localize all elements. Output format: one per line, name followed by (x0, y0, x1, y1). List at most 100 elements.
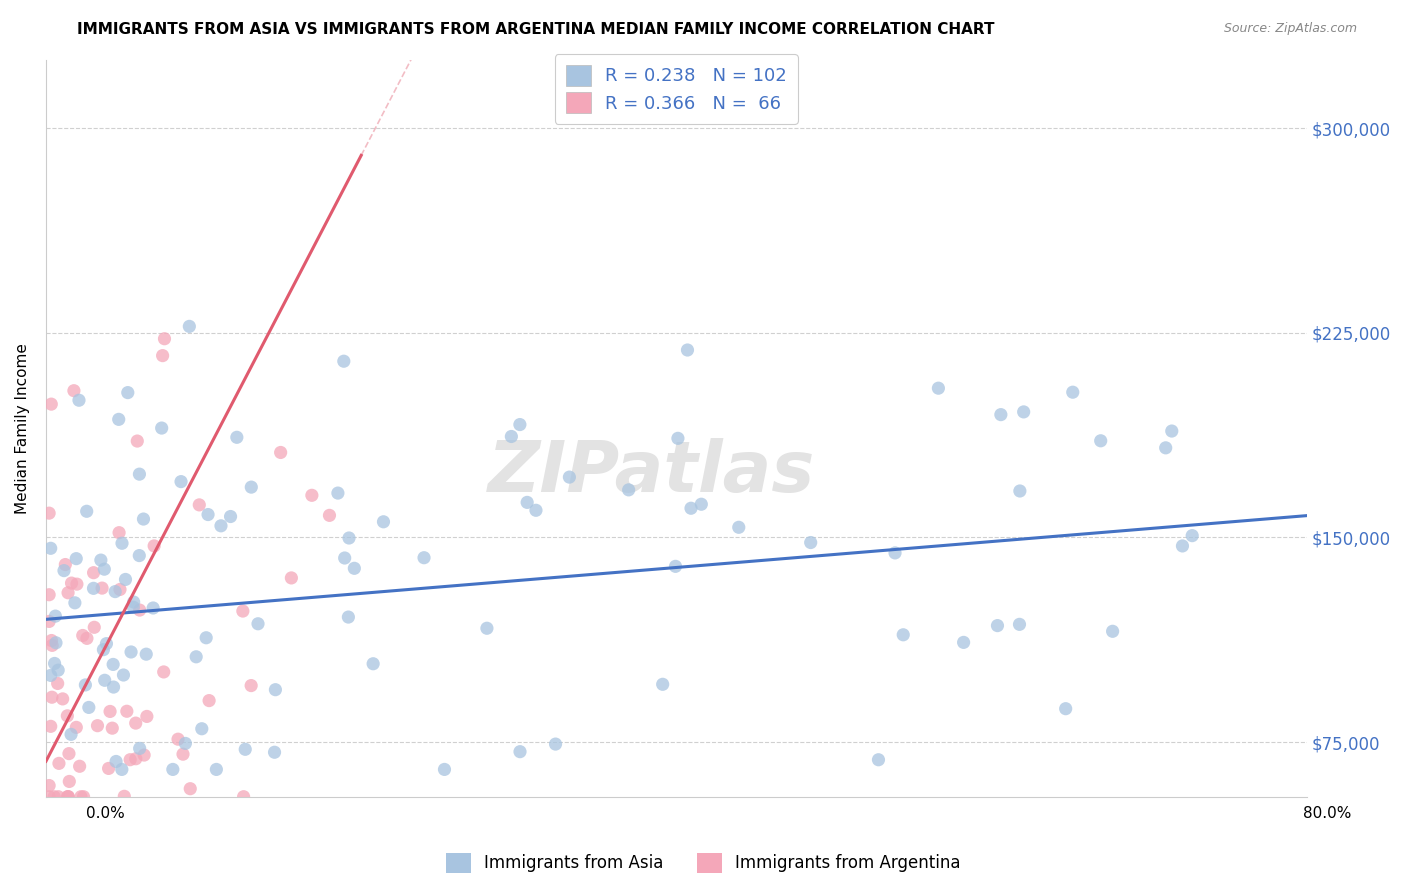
Point (52, 692, 75, 706)
Point (86, 719, 108, 733)
Point (128, 741, 150, 756)
Point (98, 705, 121, 719)
Point (58, 747, 80, 761)
Point (301, 488, 323, 502)
Point (134, 747, 156, 762)
Point (101, 657, 124, 672)
Point (122, 595, 145, 609)
Point (65, 551, 87, 566)
Point (56, 789, 79, 804)
Point (1054, 701, 1077, 715)
Point (101, 721, 124, 735)
Point (240, 480, 263, 494)
Point (209, 518, 232, 533)
Point (1008, 617, 1031, 632)
Point (270, 445, 292, 459)
Point (617, 483, 640, 497)
Point (115, 704, 138, 718)
Point (107, 412, 129, 426)
Point (153, 332, 176, 346)
Point (38, 588, 60, 602)
Point (91, 581, 114, 595)
Point (690, 497, 713, 511)
Point (167, 732, 190, 747)
Point (509, 417, 531, 432)
Point (125, 752, 148, 766)
Point (72, 628, 94, 642)
Point (240, 679, 263, 693)
Text: Source: ZipAtlas.com: Source: ZipAtlas.com (1223, 22, 1357, 36)
Point (97, 761, 120, 775)
Point (120, 753, 142, 767)
Point (927, 381, 949, 395)
Point (93, 562, 115, 576)
Point (952, 635, 974, 649)
Point (90, 553, 112, 567)
Point (122, 600, 145, 615)
Point (69, 759, 91, 773)
Point (884, 546, 907, 560)
Point (1090, 434, 1112, 448)
Point (191, 722, 214, 736)
Point (41, 639, 63, 653)
Point (112, 668, 135, 682)
Point (361, 657, 384, 671)
Point (56, 586, 79, 600)
Point (63, 596, 86, 610)
Point (152, 665, 174, 679)
Point (53, 558, 76, 572)
Point (664, 559, 686, 574)
Point (337, 610, 360, 624)
Point (152, 349, 174, 363)
Point (128, 549, 150, 563)
Point (76, 504, 98, 518)
Point (198, 693, 221, 707)
Point (1181, 528, 1204, 542)
Point (93, 642, 115, 657)
Point (727, 520, 749, 534)
Point (373, 515, 395, 529)
Point (333, 551, 356, 566)
Point (46, 789, 69, 804)
Point (104, 584, 127, 599)
Point (170, 475, 193, 489)
Point (38, 789, 60, 804)
Point (1160, 424, 1182, 438)
Y-axis label: Median Family Income: Median Family Income (15, 343, 30, 514)
Point (509, 745, 531, 759)
Point (232, 789, 254, 804)
Point (1154, 441, 1177, 455)
Point (179, 319, 201, 334)
Text: ZIPatlas: ZIPatlas (488, 438, 815, 507)
Point (125, 716, 148, 731)
Point (132, 512, 155, 526)
Point (135, 647, 157, 661)
Point (58, 789, 80, 804)
Point (82, 582, 104, 596)
Point (108, 525, 131, 540)
Point (868, 753, 890, 767)
Text: 0.0%: 0.0% (86, 806, 125, 821)
Point (172, 747, 194, 761)
Point (112, 789, 135, 804)
Point (516, 495, 538, 509)
Point (413, 550, 436, 565)
Point (45, 636, 67, 650)
Legend: R = 0.238   N = 102, R = 0.366   N =  66: R = 0.238 N = 102, R = 0.366 N = 66 (555, 54, 799, 124)
Point (83, 566, 105, 580)
Point (524, 503, 547, 517)
Point (188, 498, 211, 512)
Point (343, 561, 366, 575)
Point (63, 384, 86, 398)
Point (53, 564, 76, 578)
Point (225, 430, 247, 444)
Point (103, 680, 125, 694)
Point (195, 631, 218, 645)
Point (162, 763, 184, 777)
Point (56, 789, 79, 804)
Text: IMMIGRANTS FROM ASIA VS IMMIGRANTS FROM ARGENTINA MEDIAN FAMILY INCOME CORRELATI: IMMIGRANTS FROM ASIA VS IMMIGRANTS FROM … (77, 22, 995, 37)
Point (38, 506, 60, 520)
Point (1171, 539, 1194, 553)
Point (186, 649, 208, 664)
Point (179, 781, 201, 796)
